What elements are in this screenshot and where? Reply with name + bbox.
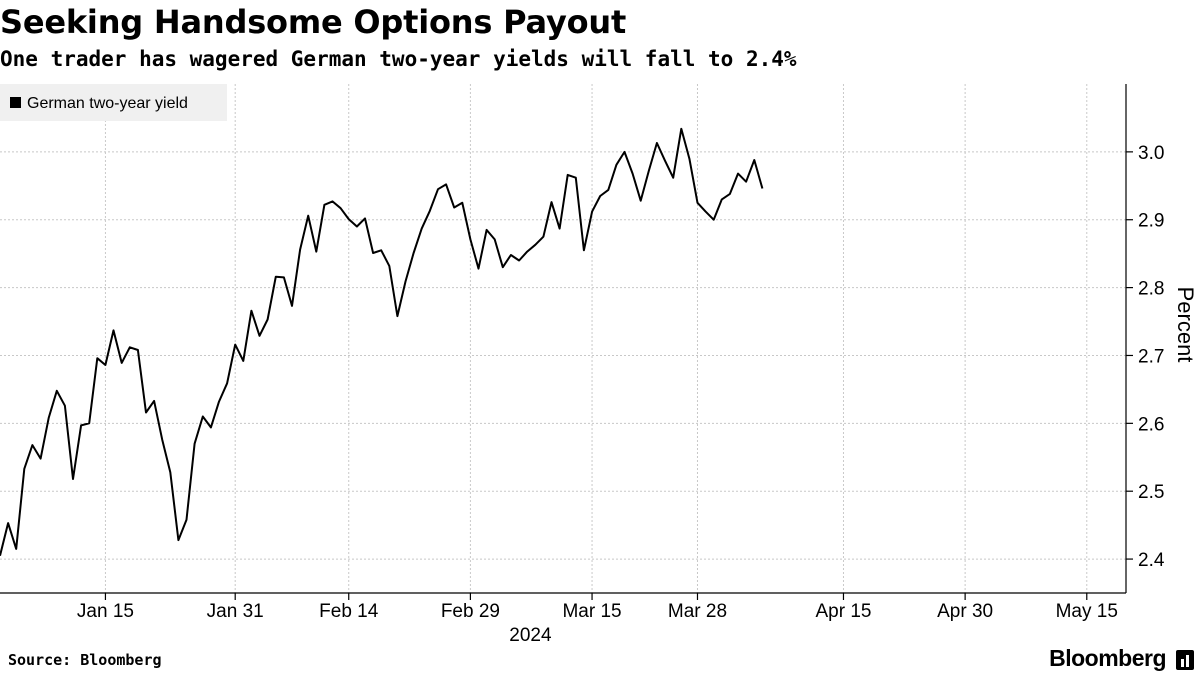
x-tick-label: Mar 28 — [668, 601, 727, 622]
brand-logo: Bloomberg — [1049, 645, 1166, 671]
x-tick-label: Apr 15 — [815, 601, 871, 622]
source-note: Source: Bloomberg — [8, 651, 162, 669]
x-axis-year-label: 2024 — [509, 625, 552, 646]
x-tick-label: May 15 — [1056, 601, 1118, 622]
y-tick-label: 2.9 — [1138, 211, 1164, 232]
series-line — [0, 127, 764, 556]
gridlines — [0, 84, 1126, 593]
y-tick-label: 2.8 — [1138, 279, 1164, 300]
x-tick-label: Apr 30 — [937, 601, 993, 622]
legend-swatch — [10, 97, 21, 108]
y-tick-label: 3.0 — [1138, 143, 1164, 164]
x-tick-label: Mar 15 — [562, 601, 621, 622]
y-tick-label: 2.4 — [1138, 550, 1165, 571]
series-layer — [0, 127, 764, 556]
legend-label: German two-year yield — [27, 95, 188, 112]
x-tick-label: Jan 15 — [77, 601, 134, 622]
y-tick-label: 2.5 — [1138, 482, 1164, 503]
legend: German two-year yield — [0, 84, 227, 121]
chart-subtitle: One trader has wagered German two-year y… — [0, 47, 797, 71]
axes: 2.4 2.5 2.6 2.7 2.8 2.9 3.0 Jan 15 Jan 31 Feb 14 F… — [0, 84, 1198, 646]
chart-title: Seeking Handsome Options Payout — [0, 3, 627, 41]
x-tick-label: Feb 29 — [441, 601, 500, 622]
bloomberg-terminal-icon — [1176, 650, 1194, 670]
y-axis-title: Percent — [1173, 287, 1198, 363]
legend-background — [0, 84, 227, 121]
y-tick-label: 2.6 — [1138, 414, 1164, 435]
x-tick-label: Jan 31 — [207, 601, 264, 622]
y-tick-label: 2.7 — [1138, 346, 1164, 367]
x-tick-label: Feb 14 — [319, 601, 379, 622]
